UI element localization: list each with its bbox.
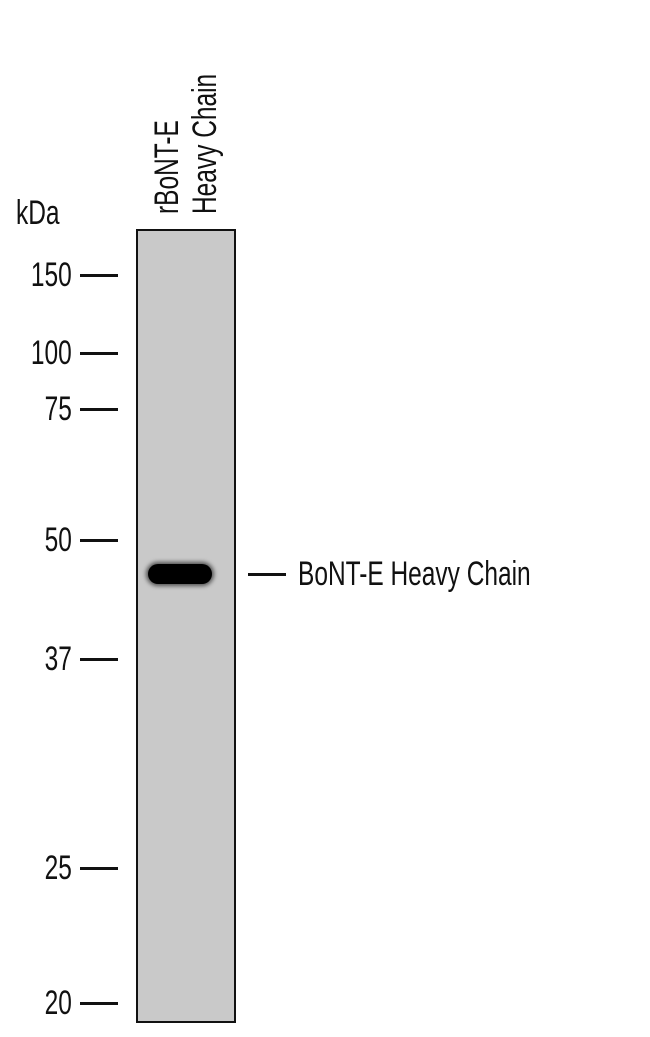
marker-tick <box>80 352 118 355</box>
marker-tick <box>80 539 118 542</box>
marker-tick <box>80 274 118 277</box>
protein-band <box>148 564 212 584</box>
marker-20: 20 <box>0 986 120 1020</box>
marker-75: 75 <box>0 392 120 426</box>
marker-tick <box>80 867 118 870</box>
lane-label: rBoNT-E Heavy Chain <box>148 19 224 214</box>
marker-tick <box>80 1002 118 1005</box>
lane-label-line-2: Heavy Chain <box>186 73 224 214</box>
marker-100: 100 <box>0 336 120 370</box>
marker-150: 150 <box>0 258 120 292</box>
marker-tick <box>80 408 118 411</box>
unit-label: kDa <box>16 194 60 232</box>
blot-membrane <box>136 229 236 1023</box>
marker-50: 50 <box>0 523 120 557</box>
lane-label-line-1: rBoNT-E <box>148 120 186 214</box>
band-pointer <box>248 573 286 576</box>
marker-25: 25 <box>0 851 120 885</box>
marker-37: 37 <box>0 642 120 676</box>
marker-tick <box>80 658 118 661</box>
